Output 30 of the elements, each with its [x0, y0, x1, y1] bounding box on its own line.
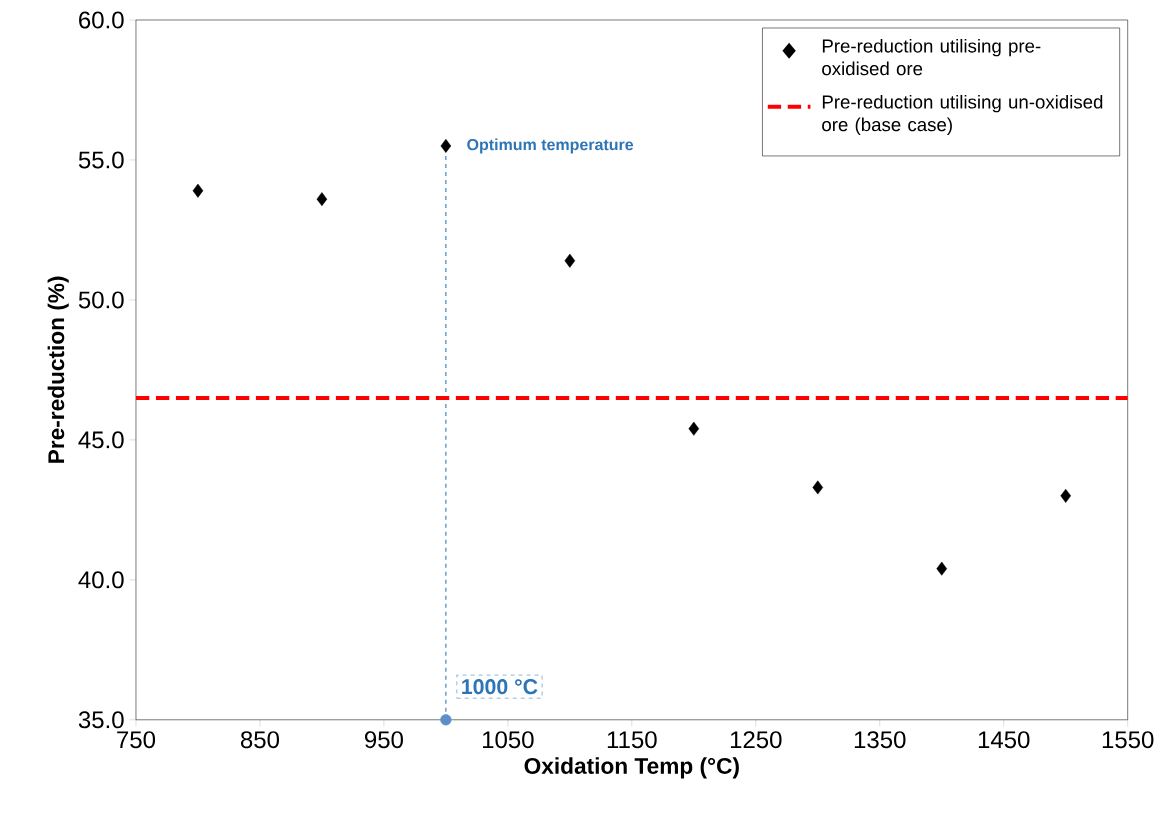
point: [440, 714, 452, 726]
x-tick-label: 1150: [607, 731, 657, 749]
x-tick-label: 1050: [482, 731, 534, 749]
point: [564, 253, 576, 268]
ref-line-label: 1000 °C: [462, 679, 538, 695]
point: [316, 192, 328, 207]
point: [688, 421, 700, 436]
y-axis-title: Pre-reduction (%): [47, 276, 69, 463]
y-tick-label: 35.0: [78, 711, 124, 729]
x-tick-label: 1250: [730, 731, 782, 749]
x-axis-title: Oxidation Temp (°C): [524, 757, 739, 779]
point: [936, 561, 947, 576]
annotation: Optimum temperature: [467, 138, 634, 154]
x-tick-label: 1450: [978, 731, 1030, 749]
point: [440, 139, 452, 153]
y-tick-label: 55.0: [78, 151, 124, 169]
y-tick-label: 50.0: [78, 291, 124, 309]
y-tick-label: 40.0: [78, 571, 124, 589]
x-tick-label: 850: [240, 731, 280, 749]
x-tick-label: 1350: [854, 731, 906, 749]
x-tick-label: 1550: [1102, 731, 1154, 749]
point: [1060, 489, 1071, 503]
point: [192, 183, 204, 198]
legend-label: Pre-reduction utilising un-oxidised ore (base case): [822, 95, 1103, 136]
y-tick-label: 60.0: [79, 11, 124, 29]
x-tick-label: 750: [117, 731, 156, 749]
legend-label: Pre-reduction utilising pre-oxidised ore: [822, 39, 1041, 76]
y-tick-label: 45.0: [78, 431, 124, 449]
x-tick-label: 950: [365, 731, 403, 749]
point: [812, 480, 824, 495]
